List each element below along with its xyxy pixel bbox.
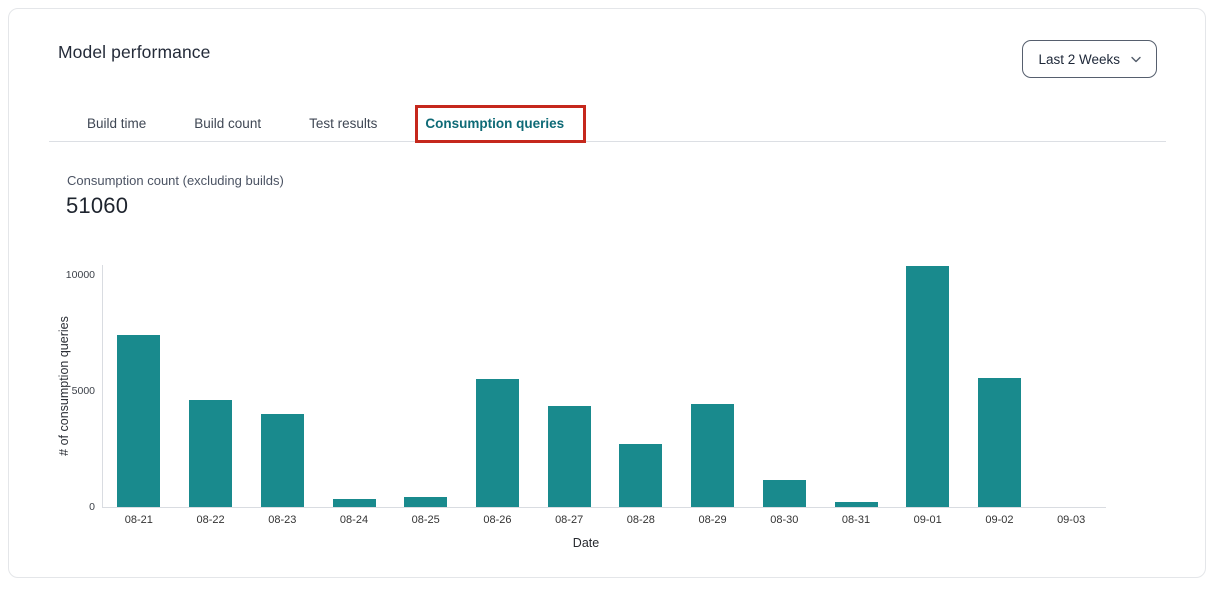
y-tick-label-10000: 10000 — [65, 268, 95, 281]
x-tick-label-09-03: 09-03 — [1057, 514, 1086, 526]
tab-bar: Build time Build count Test results Cons… — [49, 105, 1166, 142]
x-axis-title: Date — [572, 536, 600, 550]
x-tick-label-08-23: 08-23 — [268, 514, 297, 526]
page-title: Model performance — [58, 42, 211, 62]
tab-consumption-queries[interactable]: Consumption queries — [425, 115, 565, 131]
x-tick-label-08-24: 08-24 — [339, 514, 369, 526]
bar-08-29 — [691, 403, 735, 507]
x-tick-label-08-26: 08-26 — [483, 514, 512, 526]
x-tick-label-08-29: 08-29 — [698, 514, 727, 526]
bar-08-25 — [404, 497, 448, 507]
bar-08-31 — [834, 502, 878, 507]
date-range-value: Last 2 Weeks — [1038, 51, 1120, 67]
bar-08-30 — [762, 480, 806, 507]
x-tick-label-09-02: 09-02 — [985, 514, 1014, 526]
y-tick-label-5000: 5000 — [71, 384, 95, 397]
x-tick-label-08-31: 08-31 — [841, 514, 871, 526]
metric-value: 51060 — [66, 193, 129, 218]
chevron-down-icon — [1131, 56, 1141, 63]
x-tick-label-08-30: 08-30 — [770, 514, 799, 526]
x-tick-label-08-22: 08-22 — [196, 514, 225, 526]
date-range-dropdown[interactable]: Last 2 Weeks — [1022, 40, 1157, 78]
bar-08-28 — [619, 444, 663, 507]
bar-08-27 — [547, 406, 591, 507]
tab-build-count[interactable]: Build count — [194, 115, 262, 131]
tab-test-results[interactable]: Test results — [309, 115, 378, 131]
x-tick-label-08-28: 08-28 — [626, 514, 655, 526]
x-tick-label-08-27: 08-27 — [555, 514, 584, 526]
bar-08-26 — [475, 379, 519, 507]
metric-label: Consumption count (excluding builds) — [67, 173, 284, 188]
bar-08-22 — [189, 400, 233, 507]
x-tick-label-08-21: 08-21 — [124, 514, 153, 526]
model-performance-card: Model performance Last 2 Weeks Build tim… — [8, 8, 1206, 578]
x-tick-label-08-25: 08-25 — [411, 514, 440, 526]
bar-08-24 — [332, 499, 376, 507]
plot-area: 08-21 08-22 08-23 08-24 08-25 08-26 08-27 08-28… — [66, 265, 1106, 526]
bar-09-02 — [977, 378, 1021, 507]
tab-build-time[interactable]: Build time — [87, 115, 147, 131]
bar-09-01 — [906, 265, 950, 507]
x-tick-label-09-01: 09-01 — [913, 514, 942, 526]
bar-08-21 — [117, 335, 161, 507]
y-tick-label-0: 0 — [89, 501, 95, 513]
bar-08-23 — [260, 414, 304, 507]
